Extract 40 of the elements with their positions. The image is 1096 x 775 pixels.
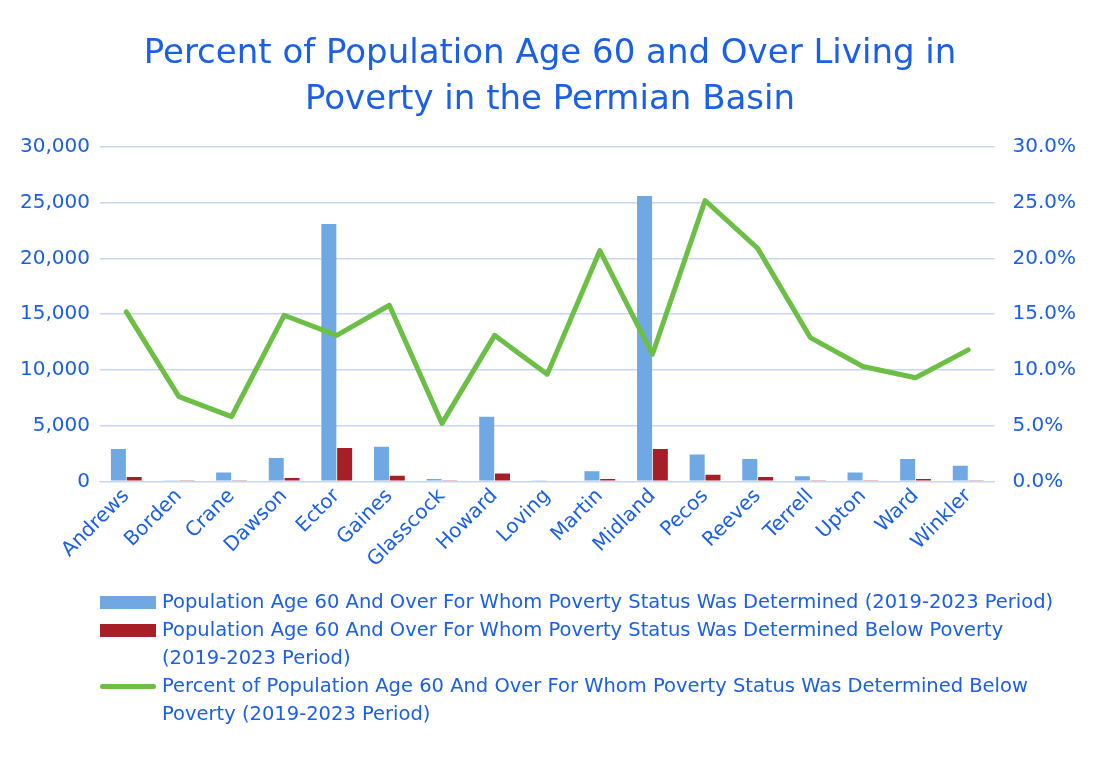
y2-tick-label: 15.0% xyxy=(1012,300,1077,325)
bar xyxy=(758,476,774,481)
y2-tick-label: 5.0% xyxy=(1012,411,1064,436)
bar xyxy=(268,457,284,481)
bar xyxy=(847,472,863,481)
bar xyxy=(337,447,353,481)
legend-label: Percent of Population Age 60 And Over For Whom Poverty Status Was Determined Below Poverty (2019-2023 Period) xyxy=(162,673,1029,727)
bar xyxy=(216,472,232,481)
y-tick-label: 5,000 xyxy=(32,411,90,436)
legend-label: Population Age 60 And Over For Whom Poverty Status Was Determined (2019-2023 Period) xyxy=(162,589,1054,615)
y2-tick-label: 30.0% xyxy=(1012,133,1077,158)
chart-title: Percent of Population Age 60 and Over Living in Poverty in the Permian Basin xyxy=(142,30,958,119)
bar xyxy=(637,196,653,481)
bar xyxy=(742,459,758,481)
legend-label: Population Age 60 And Over For Whom Poverty Status Was Determined Below Poverty (2019-2023 Period) xyxy=(162,617,1005,671)
bar xyxy=(110,449,126,481)
y2-tick-label: 25.0% xyxy=(1012,188,1077,213)
y2-tick-label: 0.0% xyxy=(1012,467,1064,492)
bar xyxy=(284,478,300,481)
bar xyxy=(689,454,705,481)
bar xyxy=(705,474,721,481)
bar xyxy=(584,471,600,481)
y2-tick-label: 10.0% xyxy=(1012,356,1077,381)
bar xyxy=(321,223,337,481)
bar xyxy=(794,476,810,481)
y2-tick-label: 20.0% xyxy=(1012,244,1077,269)
y-tick-label: 10,000 xyxy=(20,356,90,381)
y-tick-label: 0 xyxy=(77,467,90,492)
y-tick-label: 15,000 xyxy=(20,300,90,325)
bar xyxy=(952,465,968,481)
bar xyxy=(479,416,495,481)
bar xyxy=(900,459,916,481)
bar xyxy=(389,475,405,481)
y-tick-label: 20,000 xyxy=(20,244,90,269)
bar xyxy=(652,449,668,481)
y-tick-label: 30,000 xyxy=(20,133,90,158)
y-tick-label: 25,000 xyxy=(20,188,90,213)
bar xyxy=(126,476,142,481)
bar xyxy=(495,473,510,481)
bar xyxy=(373,446,389,481)
